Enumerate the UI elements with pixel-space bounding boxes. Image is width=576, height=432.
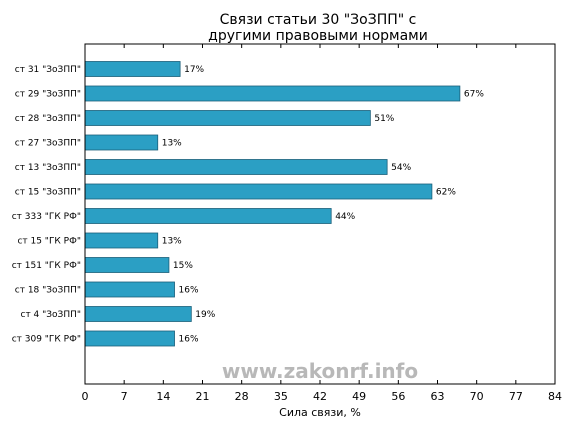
value-label: 44% xyxy=(335,212,355,222)
value-label: 67% xyxy=(464,90,484,100)
bar xyxy=(84,183,433,200)
plot-frame xyxy=(84,43,556,385)
value-label: 16% xyxy=(179,286,199,296)
value-label: 13% xyxy=(162,139,182,149)
category-label: ст 27 "ЗоЗПП" xyxy=(15,139,81,149)
x-ticks-group: 0 7 14 21 28 35 42 49 56 63 70 77 84 xyxy=(82,44,562,403)
value-label: 13% xyxy=(162,237,182,247)
category-label: ст 13 "ЗоЗПП" xyxy=(15,163,81,173)
x-tick-label: 70 xyxy=(470,390,484,403)
x-tick-label: 28 xyxy=(235,390,249,403)
value-label: 62% xyxy=(436,188,456,198)
category-label: ст 28 "ЗоЗПП" xyxy=(15,114,81,124)
x-tick-label: 56 xyxy=(391,390,405,403)
x-tick-label: 14 xyxy=(156,390,170,403)
x-tick-label: 63 xyxy=(431,390,445,403)
x-tick-label: 7 xyxy=(121,390,128,403)
category-label: ст 29 "ЗоЗПП" xyxy=(15,90,81,100)
category-label: ст 18 "ЗоЗПП" xyxy=(15,286,81,296)
x-axis-title: Сила связи, % xyxy=(279,406,361,419)
category-label: ст 333 "ГК РФ" xyxy=(12,212,81,222)
bar xyxy=(84,110,371,126)
x-tick-label: 49 xyxy=(352,390,366,403)
value-label: 15% xyxy=(173,261,193,271)
category-label: ст 151 "ГК РФ" xyxy=(12,261,81,271)
bar xyxy=(84,257,170,273)
x-tick-label: 21 xyxy=(196,390,210,403)
x-tick-label: 35 xyxy=(274,390,288,403)
x-tick-label: 0 xyxy=(82,390,89,403)
value-labels-group: 17% 67% 51% 13% 54% 62% 44% 13% 15% 16% 19% 16% xyxy=(162,65,485,345)
bar xyxy=(84,159,388,175)
x-tick-label: 84 xyxy=(548,390,562,403)
x-tick-label: 77 xyxy=(509,390,523,403)
bar xyxy=(84,134,159,151)
x-tick-label: 42 xyxy=(313,390,327,403)
bar xyxy=(84,232,159,249)
category-label: ст 4 "ЗоЗПП" xyxy=(21,310,82,320)
category-label: ст 15 "ГК РФ" xyxy=(17,237,81,247)
bar xyxy=(84,306,192,322)
watermark-text: www.zakonrf.info xyxy=(222,359,418,383)
value-label: 19% xyxy=(195,310,215,320)
category-label: ст 309 "ГК РФ" xyxy=(12,335,81,345)
bar xyxy=(84,281,175,298)
value-label: 16% xyxy=(179,335,199,345)
value-label: 54% xyxy=(391,163,411,173)
category-label: ст 15 "ЗоЗПП" xyxy=(15,188,81,198)
value-label: 51% xyxy=(374,114,394,124)
bar xyxy=(84,208,332,224)
value-label: 17% xyxy=(184,65,204,75)
bar xyxy=(84,85,461,102)
chart-title-line-1: Связи статьи 30 "ЗоЗПП" с xyxy=(220,12,417,28)
bar xyxy=(84,61,181,77)
category-label: ст 31 "ЗоЗПП" xyxy=(15,65,81,75)
category-labels-group: ст 31 "ЗоЗПП" ст 29 "ЗоЗПП" ст 28 "ЗоЗПП" с… xyxy=(12,65,81,345)
chart-title-line-2: другими правовыми нормами xyxy=(208,28,428,44)
bars-group xyxy=(84,61,461,347)
bar xyxy=(84,330,175,347)
